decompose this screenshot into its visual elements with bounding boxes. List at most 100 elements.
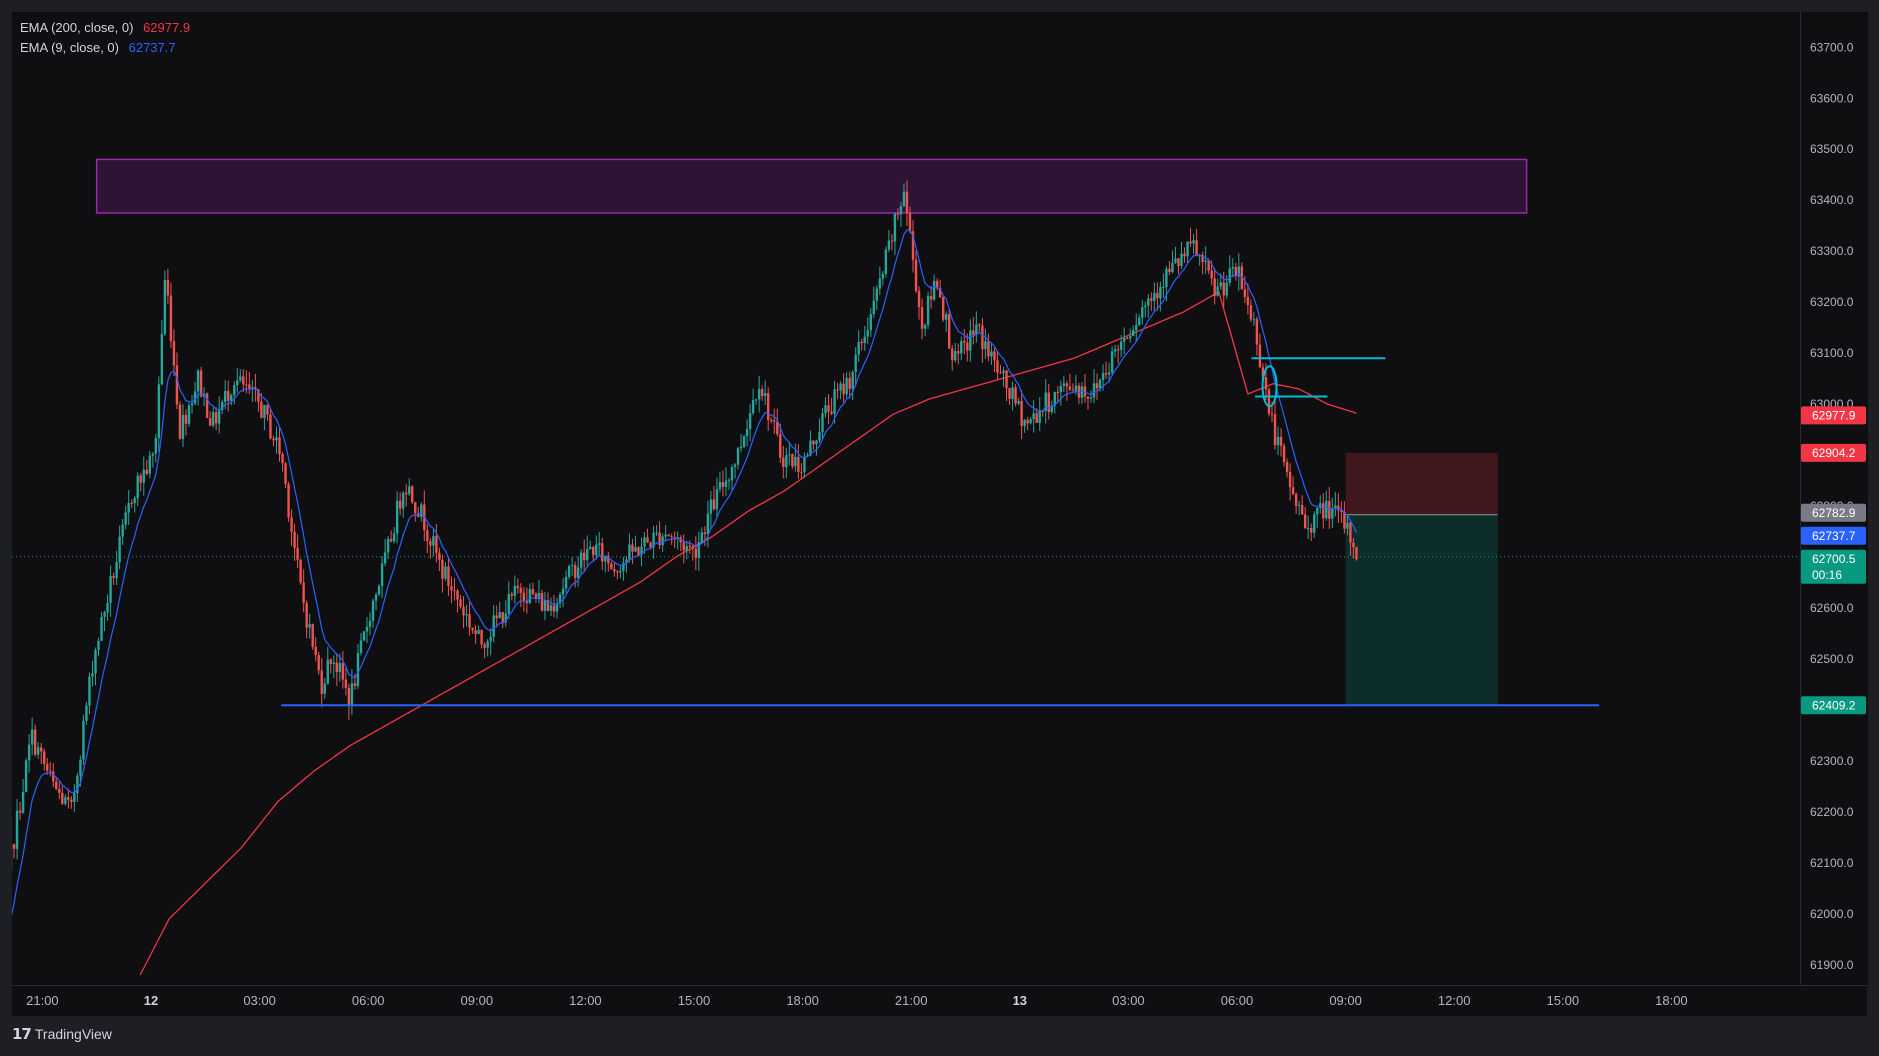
candle-body: [284, 463, 287, 485]
price-tick-label: 63300.0: [1810, 244, 1854, 258]
candle-body: [1297, 505, 1301, 507]
candle-body: [1053, 392, 1056, 406]
candle-body: [1005, 370, 1008, 389]
candle-body: [1032, 413, 1035, 420]
candle-body: [896, 213, 900, 215]
candle-body: [893, 213, 897, 242]
candle-body: [21, 791, 25, 813]
time-tick-label: 18:00: [786, 993, 819, 1008]
candle-body: [1288, 472, 1292, 488]
candle-body: [1322, 503, 1325, 519]
candle-body: [839, 383, 842, 391]
candle-body: [139, 475, 142, 483]
candle-body: [664, 534, 667, 537]
candle-body: [157, 384, 161, 439]
candle-body: [55, 781, 58, 789]
candle-body: [592, 546, 595, 556]
time-tick-label: 13: [1013, 993, 1027, 1008]
candle-body: [1113, 349, 1117, 352]
candle-body: [516, 585, 520, 589]
candle-body: [872, 300, 875, 315]
candle-body: [948, 314, 951, 349]
candle-body: [257, 389, 260, 402]
time-scale[interactable]: [12, 985, 1867, 1016]
candle-body: [911, 231, 915, 260]
candle-body: [154, 438, 158, 454]
candle-body: [954, 351, 957, 361]
candle-body: [1303, 514, 1307, 529]
candle-body: [1331, 508, 1334, 519]
candle-body: [323, 683, 326, 694]
candle-body: [1038, 410, 1041, 424]
candle-body: [447, 566, 450, 587]
candle-body: [67, 797, 70, 800]
price-tag-countdown: 00:16: [1812, 568, 1842, 582]
chart-pane[interactable]: [12, 12, 1800, 985]
candle-body: [929, 295, 933, 300]
candle-body: [230, 395, 233, 401]
candle-body: [444, 566, 447, 579]
candle-body: [64, 797, 67, 804]
candle-body: [513, 585, 517, 596]
time-tick-label: 03:00: [243, 993, 276, 1008]
candle-body: [727, 480, 731, 482]
candle-body: [1337, 505, 1340, 511]
legend-ema9[interactable]: EMA (9, close, 0) 62737.7: [20, 40, 176, 55]
legend-ema200[interactable]: EMA (200, close, 0) 62977.9: [20, 20, 190, 35]
candle-body: [767, 393, 770, 421]
candle-body: [604, 555, 607, 562]
candle-body: [718, 482, 722, 490]
candle-body: [1328, 500, 1331, 519]
candle-body: [160, 333, 164, 385]
candle-body: [302, 582, 305, 603]
candle-body: [902, 191, 906, 207]
tradingview-brand[interactable]: 𝟭𝟳 TradingView: [12, 1025, 112, 1043]
candle-body: [94, 649, 97, 674]
candle-body: [640, 546, 643, 555]
candle-body: [1138, 317, 1141, 325]
position-target-zone: [1345, 514, 1498, 706]
candle-body: [794, 456, 797, 467]
candle-body: [1231, 266, 1234, 269]
price-tag-bg: [1801, 503, 1866, 522]
candle-body: [1306, 527, 1310, 529]
price-scale[interactable]: [1800, 12, 1868, 985]
candle-body: [561, 588, 565, 595]
candle-body: [477, 629, 480, 634]
candle-body: [966, 342, 969, 351]
candle-body: [881, 273, 885, 279]
candle-body: [863, 336, 866, 344]
candle-body: [49, 770, 52, 772]
candle-body: [1340, 510, 1343, 513]
candle-body: [58, 788, 61, 793]
candle-body: [703, 532, 707, 535]
candle-body: [305, 602, 308, 628]
candle-body: [1267, 389, 1271, 414]
candle-body: [1243, 289, 1247, 298]
candle-body: [495, 615, 498, 619]
candle-body: [1216, 286, 1219, 296]
ema9-line: [12, 229, 1358, 917]
price-tick-label: 63700.0: [1810, 40, 1854, 54]
price-tag-bg: [1801, 406, 1866, 425]
candle-body: [236, 380, 239, 386]
candle-body: [963, 341, 966, 343]
price-tick-label: 63200.0: [1810, 295, 1854, 309]
candle-body: [652, 532, 655, 548]
candle-body: [263, 404, 266, 418]
time-tick-label: 09:00: [1329, 993, 1362, 1008]
candle-body: [335, 662, 339, 672]
time-tick-label: 18:00: [1655, 993, 1688, 1008]
candle-body: [166, 279, 170, 296]
candle-body: [851, 372, 854, 389]
candle-body: [996, 360, 999, 373]
candle-body: [1300, 505, 1304, 515]
candle-body: [39, 747, 43, 752]
candle-body: [770, 420, 773, 422]
candle-body: [564, 576, 568, 589]
candle-body: [468, 614, 471, 628]
candle-body: [97, 640, 100, 650]
candle-body: [890, 240, 894, 242]
candle-body: [368, 620, 372, 627]
